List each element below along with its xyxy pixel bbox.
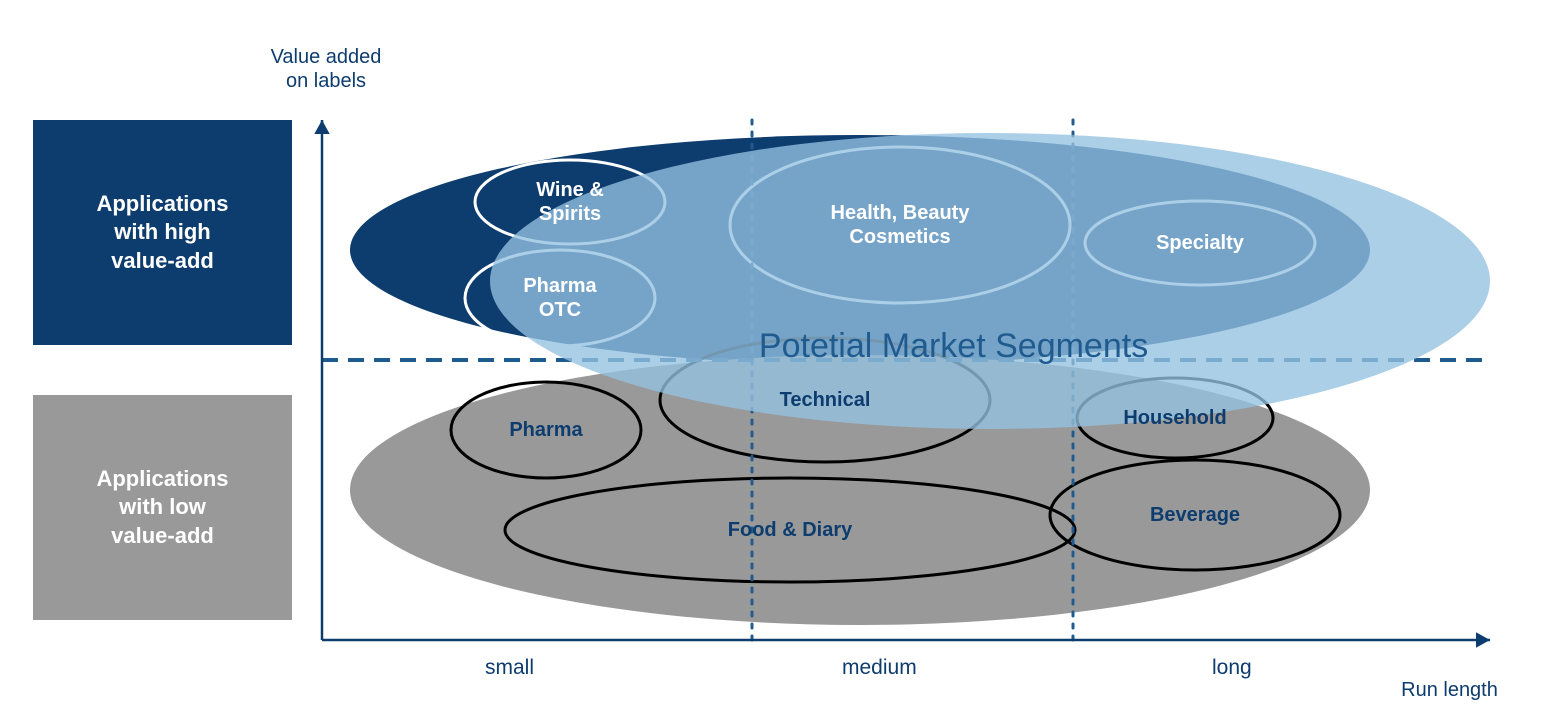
potential-segments-title: Potetial Market Segments bbox=[740, 288, 1148, 366]
y-axis-arrow-icon bbox=[314, 120, 329, 134]
x-axis-arrow-icon bbox=[1476, 632, 1490, 647]
y-axis-title: Value added on labels bbox=[256, 45, 396, 93]
potential-segments-overlay bbox=[490, 133, 1490, 429]
x-axis-title: Run length bbox=[1390, 656, 1498, 702]
